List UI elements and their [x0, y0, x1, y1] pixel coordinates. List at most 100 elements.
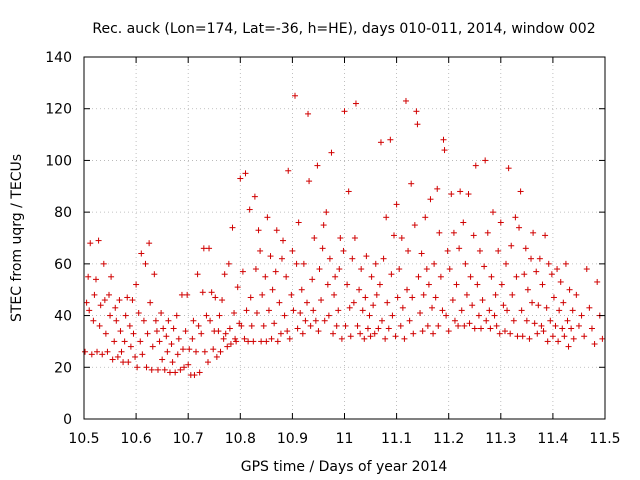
data-point: [208, 289, 215, 296]
y-tick-label: 20: [54, 360, 72, 376]
data-point: [472, 162, 479, 169]
x-tick-label: 11.4: [537, 431, 568, 447]
data-point: [199, 289, 206, 296]
data-point: [280, 237, 287, 244]
data-point: [380, 255, 387, 262]
data-point: [518, 307, 525, 314]
data-point: [140, 317, 147, 324]
data-point: [345, 188, 352, 195]
y-tick-label: 60: [54, 257, 72, 273]
data-point: [288, 291, 295, 298]
data-point: [457, 188, 464, 195]
data-point: [554, 266, 561, 273]
data-point: [533, 268, 540, 275]
data-point: [129, 297, 136, 304]
data-point: [210, 346, 217, 353]
data-point: [281, 312, 288, 319]
data-point: [271, 320, 278, 327]
data-point: [478, 325, 485, 332]
data-point: [414, 121, 421, 128]
data-point: [453, 281, 460, 288]
data-point: [510, 317, 517, 324]
data-point: [118, 348, 125, 355]
data-point: [458, 307, 465, 314]
data-point: [142, 260, 149, 267]
x-tick-label: 11.1: [381, 431, 412, 447]
data-point: [259, 291, 266, 298]
data-point: [432, 294, 439, 301]
data-point: [125, 359, 132, 366]
data-point: [336, 266, 343, 273]
data-point: [303, 299, 310, 306]
data-point: [300, 260, 307, 267]
data-point: [393, 201, 400, 208]
data-point: [516, 224, 523, 231]
data-point: [133, 281, 140, 288]
data-point: [373, 291, 380, 298]
data-point: [86, 307, 93, 314]
data-point: [219, 297, 226, 304]
data-point: [213, 353, 220, 360]
data-point: [305, 110, 312, 117]
data-point: [460, 219, 467, 226]
data-point: [347, 333, 354, 340]
data-point: [328, 149, 335, 156]
data-point: [104, 348, 111, 355]
data-point: [350, 299, 357, 306]
data-point: [146, 240, 153, 247]
data-point: [383, 214, 390, 221]
data-point: [491, 312, 498, 319]
data-point: [321, 317, 328, 324]
data-point: [260, 322, 267, 329]
data-point: [319, 245, 326, 252]
axis-ticks: 10.5 10.6 10.7 10.8 10.9 11 11.1 11.2 11.3 11.4 11…: [45, 50, 620, 447]
data-point: [307, 322, 314, 329]
data-point: [361, 335, 368, 342]
data-point: [242, 170, 249, 177]
data-point: [406, 317, 413, 324]
data-point: [507, 330, 514, 337]
data-point: [565, 343, 572, 350]
data-point: [264, 214, 271, 221]
data-point: [484, 229, 491, 236]
data-point: [495, 247, 502, 254]
data-point: [435, 322, 442, 329]
data-point: [508, 242, 515, 249]
data-point: [172, 369, 179, 376]
data-point: [154, 366, 161, 373]
data-point: [130, 330, 137, 337]
data-point: [467, 273, 474, 280]
data-point: [469, 302, 476, 309]
data-point: [535, 302, 542, 309]
data-point: [174, 351, 181, 358]
data-point: [173, 312, 180, 319]
data-point: [126, 322, 133, 329]
data-point: [396, 266, 403, 273]
data-point: [504, 307, 511, 314]
data-point: [408, 180, 415, 187]
data-point: [122, 312, 129, 319]
data-point: [437, 273, 444, 280]
data-point: [427, 196, 434, 203]
data-point: [272, 268, 279, 275]
data-point: [318, 297, 325, 304]
data-point: [189, 335, 196, 342]
data-point: [127, 343, 134, 350]
data-point: [476, 247, 483, 254]
data-point: [398, 235, 405, 241]
data-point: [594, 278, 601, 285]
x-tick-label: 10.6: [121, 431, 152, 447]
data-point: [346, 304, 353, 311]
data-point: [332, 273, 339, 280]
data-point: [233, 338, 240, 345]
data-point: [169, 359, 176, 366]
data-point: [512, 214, 519, 221]
data-point: [255, 227, 262, 234]
data-point: [331, 291, 338, 298]
data-point: [159, 356, 166, 363]
data-point: [390, 232, 397, 239]
data-point: [392, 333, 399, 340]
data-point: [246, 206, 253, 213]
data-point: [501, 328, 508, 335]
data-point: [462, 260, 469, 267]
